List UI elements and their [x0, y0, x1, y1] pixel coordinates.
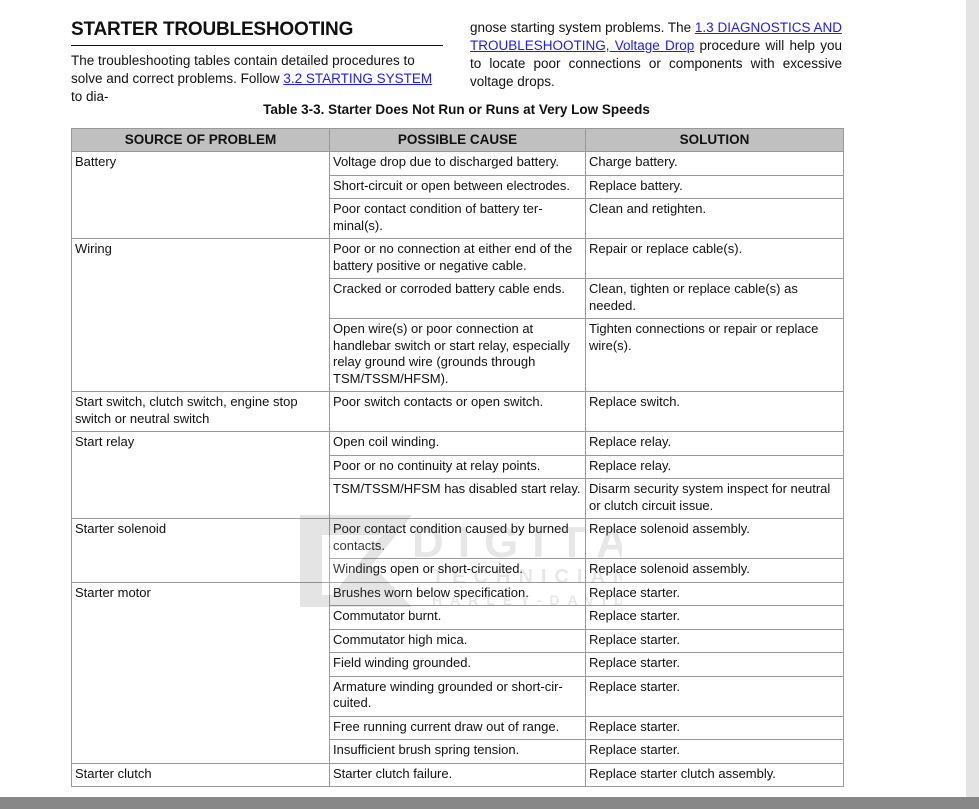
source-cell: Start relay	[71, 431, 330, 519]
table-row: Cracked or corroded battery cable ends. C…	[72, 278, 844, 319]
cause-cell: Field winding grounded.	[329, 652, 586, 677]
intro-text: procedure will help you to locate poor c…	[470, 38, 842, 89]
table-row: Windings open or short-circuited. Replace…	[72, 558, 844, 583]
cause-cell: Poor contact condition of battery ter-mi…	[329, 198, 586, 239]
source-cell: Starter solenoid	[71, 518, 330, 583]
table-row: Poor or no continuity at relay points. Re…	[72, 454, 844, 479]
cause-cell: Commutator burnt.	[329, 605, 586, 630]
intro-paragraph-left: The troubleshooting tables contain detai…	[71, 52, 443, 106]
table-row: Start relay Open coil winding. Replace rel…	[71, 431, 844, 519]
solution-cell: Replace starter.	[585, 715, 844, 740]
solution-cell: Replace relay.	[585, 431, 844, 456]
table-row: Poor contact condition of battery ter-mi…	[72, 198, 844, 239]
cause-cell: Open coil winding.	[329, 431, 586, 456]
intro-paragraph-right: gnose starting system problems. The 1.3 …	[470, 19, 842, 91]
source-cell: Starter clutch	[71, 762, 330, 787]
table-row: Open wire(s) or poor connection at handl…	[72, 318, 844, 392]
header-cause: POSSIBLE CAUSE	[329, 128, 586, 152]
solution-cell: Replace starter.	[585, 739, 844, 764]
solution-cell: Replace switch.	[585, 391, 844, 432]
cause-cell: Short-circuit or open between electrodes…	[329, 174, 586, 199]
cause-cell: Insufficient brush spring tension.	[329, 739, 586, 764]
table-row: Armature winding grounded or short-cir-c…	[72, 675, 844, 717]
solution-cell: Replace starter clutch assembly.	[585, 762, 844, 787]
solution-cell: Disarm security system inspect for neutr…	[585, 478, 844, 519]
table-row: Commutator high mica. Replace starter.	[72, 628, 844, 653]
cause-cell: Voltage drop due to discharged battery.	[329, 151, 586, 176]
table-row: Commutator burnt. Replace starter.	[72, 605, 844, 630]
table-caption: Table 3-3. Starter Does Not Run or Runs …	[263, 102, 650, 117]
table-row: Starter motor Brushes worn below specific…	[71, 581, 844, 764]
cause-cell: Cracked or corroded battery cable ends.	[329, 278, 586, 319]
table-header-row: SOURCE OF PROBLEM POSSIBLE CAUSE SOLUTIO…	[71, 128, 844, 152]
solution-cell: Replace starter.	[585, 675, 844, 717]
solution-cell: Charge battery.	[585, 151, 844, 176]
header-solution: SOLUTION	[585, 128, 844, 152]
cause-cell: Commutator high mica.	[329, 628, 586, 653]
table-row: Short-circuit or open between electrodes…	[72, 174, 844, 199]
solution-cell: Clean, tighten or replace cable(s) as ne…	[585, 278, 844, 319]
cause-cell: Armature winding grounded or short-cir-c…	[329, 675, 586, 717]
intro-text: The troubleshooting tables contain detai…	[71, 53, 415, 86]
troubleshooting-table: SOURCE OF PROBLEM POSSIBLE CAUSE SOLUTIO…	[71, 128, 844, 787]
cause-cell: Poor or no continuity at relay points.	[329, 454, 586, 479]
cause-cell: Poor or no connection at either end of t…	[329, 238, 586, 279]
solution-cell: Repair or replace cable(s).	[585, 238, 844, 279]
table-row: Free running current draw out of range. R…	[72, 715, 844, 740]
voltage-drop-link[interactable]: 1.3 DIAGNOSTICS AND TROUBLESHOOTING, Vol…	[470, 20, 842, 53]
solution-cell: Replace starter.	[585, 581, 844, 606]
starting-system-link[interactable]: 3.2 STARTING SYSTEM	[283, 71, 433, 86]
cause-cell: TSM/TSSM/HFSM has disabled start relay.	[329, 478, 586, 519]
solution-cell: Replace starter.	[585, 652, 844, 677]
table-row: Start switch, clutch switch, engine stop…	[71, 391, 844, 432]
document-page: STARTER TROUBLESHOOTING The troubleshoot…	[0, 0, 966, 797]
table-row: Wiring Poor or no connection at either en…	[71, 238, 844, 392]
solution-cell: Replace starter.	[585, 628, 844, 653]
solution-cell: Replace solenoid assembly.	[585, 558, 844, 583]
table-row: Starter clutch Starter clutch failure. Rep…	[71, 762, 844, 787]
solution-cell: Replace relay.	[585, 454, 844, 479]
cause-cell: Free running current draw out of range.	[329, 715, 586, 740]
solution-cell: Clean and retighten.	[585, 198, 844, 239]
solution-cell: Replace battery.	[585, 174, 844, 199]
viewer-bottom-bar	[0, 797, 979, 809]
table-row: Battery Voltage drop due to discharged ba…	[71, 151, 844, 239]
cause-cell: Brushes worn below specification.	[329, 581, 586, 606]
header-source: SOURCE OF PROBLEM	[71, 128, 330, 152]
cause-cell: Windings open or short-circuited.	[329, 558, 586, 583]
solution-cell: Tighten connections or repair or replace…	[585, 318, 844, 392]
left-column: STARTER TROUBLESHOOTING The troubleshoot…	[71, 18, 443, 106]
intro-text: gnose starting system problems. The	[470, 20, 695, 35]
cause-cell: Poor contact condition caused by burned …	[329, 518, 586, 559]
cause-cell: Open wire(s) or poor connection at handl…	[329, 318, 586, 392]
intro-text: to dia-	[71, 89, 109, 104]
cause-cell: Poor switch contacts or open switch.	[329, 391, 586, 432]
table-row: Starter solenoid Poor contact condition c…	[71, 518, 844, 583]
source-cell: Start switch, clutch switch, engine stop…	[71, 391, 330, 432]
solution-cell: Replace starter.	[585, 605, 844, 630]
source-cell: Battery	[71, 151, 330, 239]
cause-cell: Starter clutch failure.	[329, 762, 586, 787]
section-heading: STARTER TROUBLESHOOTING	[71, 18, 443, 46]
source-cell: Starter motor	[71, 581, 330, 764]
source-cell: Wiring	[71, 238, 330, 392]
solution-cell: Replace solenoid assembly.	[585, 518, 844, 559]
